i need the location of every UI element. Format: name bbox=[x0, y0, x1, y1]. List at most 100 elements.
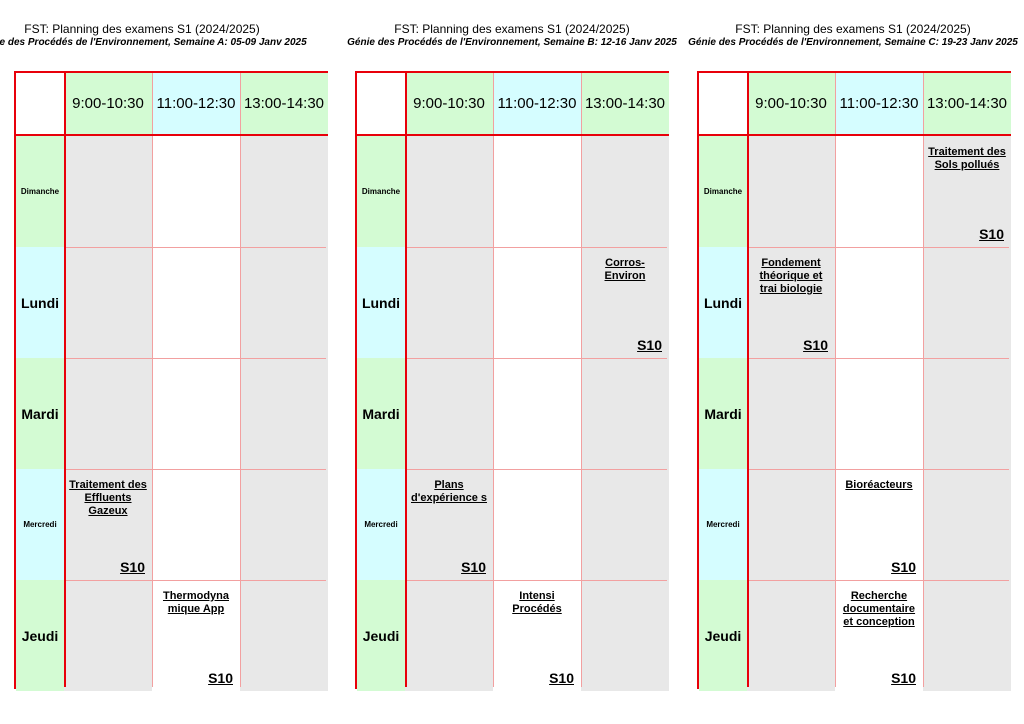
schedule-cell: Thermodyna mique App S10 bbox=[152, 580, 240, 691]
schedule-cell bbox=[835, 358, 923, 469]
day-label: Dimanche bbox=[357, 136, 405, 247]
schedule-cell: Intensi Procédés S10 bbox=[493, 580, 581, 691]
grid-divider bbox=[16, 134, 326, 136]
schedule-cell: Fondement théorique et trai biologie S10 bbox=[747, 247, 835, 358]
time-slot-header: 11:00-12:30 bbox=[493, 73, 581, 134]
grid-line bbox=[405, 469, 667, 470]
week-board: 9:00-10:30 11:00-12:30 13:00-14:30 Dimanche… bbox=[14, 71, 328, 691]
grid-divider bbox=[699, 134, 1009, 136]
grid-divider bbox=[405, 73, 407, 687]
exam-room: S10 bbox=[461, 559, 486, 575]
schedule-cell bbox=[835, 247, 923, 358]
week-board: 9:00-10:30 11:00-12:30 13:00-14:30 Dimanche… bbox=[697, 71, 1011, 691]
schedule-cell bbox=[747, 469, 835, 580]
schedule-cell bbox=[493, 247, 581, 358]
day-label: Mercredi bbox=[357, 469, 405, 580]
grid-line bbox=[405, 358, 667, 359]
schedule-subtitle: Génie des Procédés de l'Environnement, S… bbox=[688, 37, 1018, 48]
schedule-subtitle: Génie des Procédés de l'Environnement, S… bbox=[347, 37, 677, 48]
schedule-cell bbox=[923, 358, 1011, 469]
schedule-cell bbox=[64, 136, 152, 247]
schedule-cell bbox=[405, 247, 493, 358]
day-label: Jeudi bbox=[16, 580, 64, 691]
grid-divider bbox=[64, 73, 66, 687]
day-label: Mardi bbox=[699, 358, 747, 469]
day-label: Jeudi bbox=[699, 580, 747, 691]
schedule-cell bbox=[152, 247, 240, 358]
schedule-cell bbox=[835, 136, 923, 247]
schedule-cell bbox=[405, 580, 493, 691]
exam-room: S10 bbox=[637, 337, 662, 353]
time-slot-header: 11:00-12:30 bbox=[152, 73, 240, 134]
exam-room: S10 bbox=[549, 670, 574, 686]
grid-line bbox=[405, 580, 667, 581]
day-label: Dimanche bbox=[699, 136, 747, 247]
schedule-subtitle: Génie des Procédés de l'Environnement, S… bbox=[0, 37, 307, 48]
exam-name: Plans d'expérience s bbox=[411, 479, 487, 504]
exam-room: S10 bbox=[891, 670, 916, 686]
schedule-cell bbox=[152, 136, 240, 247]
schedule-cell bbox=[240, 469, 328, 580]
grid-line bbox=[64, 358, 326, 359]
schedule-cell bbox=[493, 136, 581, 247]
schedule-cell bbox=[152, 358, 240, 469]
schedule-cell: Traitement des Effluents Gazeux S10 bbox=[64, 469, 152, 580]
grid-line bbox=[747, 247, 1009, 248]
corner-cell bbox=[357, 73, 405, 134]
week-header: FST: Planning des examens S1 (2024/2025)… bbox=[682, 22, 1024, 49]
week-header: FST: Planning des examens S1 (2024/2025)… bbox=[0, 22, 313, 49]
schedule-cell bbox=[240, 247, 328, 358]
schedule-title: FST: Planning des examens S1 (2024/2025) bbox=[735, 22, 971, 36]
schedule-cell: Plans d'expérience s S10 bbox=[405, 469, 493, 580]
day-label: Mardi bbox=[16, 358, 64, 469]
exam-name: Corros-Environ bbox=[604, 257, 646, 282]
grid-line bbox=[747, 469, 1009, 470]
day-label: Dimanche bbox=[16, 136, 64, 247]
grid-line bbox=[240, 73, 241, 687]
grid-line bbox=[747, 358, 1009, 359]
schedule-cell bbox=[747, 358, 835, 469]
day-label: Mercredi bbox=[16, 469, 64, 580]
grid-line bbox=[405, 247, 667, 248]
time-slot-header: 9:00-10:30 bbox=[405, 73, 493, 134]
exam-name: Fondement théorique et trai biologie bbox=[759, 257, 823, 295]
schedule-cell bbox=[493, 358, 581, 469]
grid-line bbox=[493, 73, 494, 687]
schedule-cell bbox=[923, 247, 1011, 358]
schedule-cell: Bioréacteurs S10 bbox=[835, 469, 923, 580]
schedule-title: FST: Planning des examens S1 (2024/2025) bbox=[394, 22, 630, 36]
day-label: Lundi bbox=[357, 247, 405, 358]
exam-room: S10 bbox=[803, 337, 828, 353]
grid-divider bbox=[357, 134, 667, 136]
grid-line bbox=[64, 247, 326, 248]
schedule-cell bbox=[747, 580, 835, 691]
time-slot-header: 9:00-10:30 bbox=[747, 73, 835, 134]
schedule-cell: Traitement des Sols pollués S10 bbox=[923, 136, 1011, 247]
week-board: 9:00-10:30 11:00-12:30 13:00-14:30 Dimanche… bbox=[355, 71, 669, 691]
corner-cell bbox=[16, 73, 64, 134]
grid-line bbox=[152, 73, 153, 687]
day-label: Jeudi bbox=[357, 580, 405, 691]
schedule-cell bbox=[152, 469, 240, 580]
schedule-cell bbox=[64, 358, 152, 469]
time-slot-header: 11:00-12:30 bbox=[835, 73, 923, 134]
schedule-cell bbox=[923, 469, 1011, 580]
schedule-cell bbox=[581, 136, 669, 247]
grid-line bbox=[581, 73, 582, 687]
exam-name: Traitement des Effluents Gazeux bbox=[69, 479, 147, 517]
time-slot-header: 13:00-14:30 bbox=[581, 73, 669, 134]
exam-name: Thermodyna mique App bbox=[162, 590, 229, 615]
grid-line bbox=[64, 580, 326, 581]
exam-room: S10 bbox=[891, 559, 916, 575]
exam-room: S10 bbox=[120, 559, 145, 575]
grid-divider bbox=[747, 73, 749, 687]
schedule-cell bbox=[240, 580, 328, 691]
exam-room: S10 bbox=[208, 670, 233, 686]
day-label: Lundi bbox=[699, 247, 747, 358]
schedule-title: FST: Planning des examens S1 (2024/2025) bbox=[24, 22, 260, 36]
exam-name: Recherche documentaire et conception bbox=[842, 590, 916, 628]
schedule-cell bbox=[405, 136, 493, 247]
exam-name: Bioréacteurs bbox=[845, 479, 913, 491]
grid-line bbox=[64, 469, 326, 470]
exam-name: Intensi Procédés bbox=[512, 590, 562, 615]
